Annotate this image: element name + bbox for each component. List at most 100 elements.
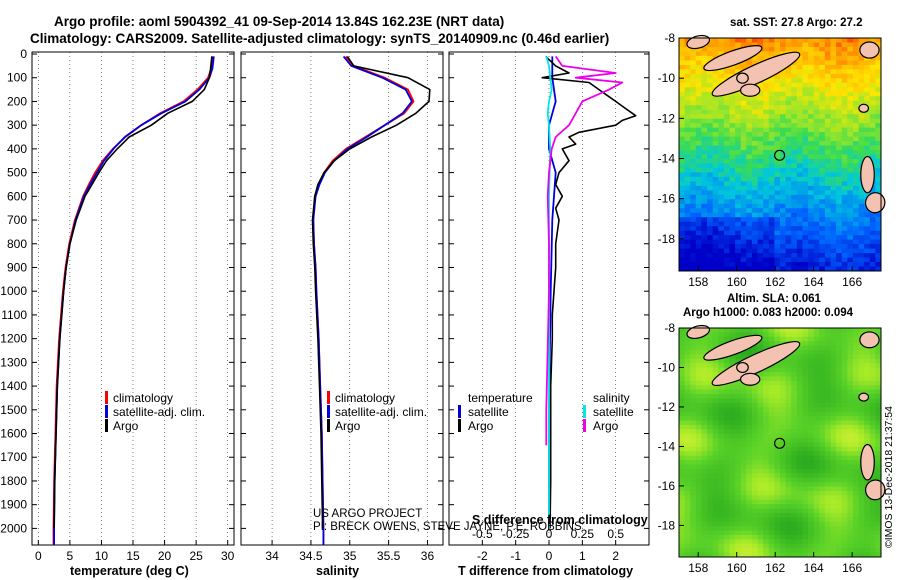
map-cell xyxy=(858,328,865,333)
map-cell xyxy=(852,69,859,75)
map-cell xyxy=(707,73,714,79)
map-cell xyxy=(679,199,686,205)
map-cell xyxy=(723,176,730,182)
map-cell xyxy=(780,376,787,382)
map-cell xyxy=(712,221,719,227)
map-cell xyxy=(774,385,781,391)
map-cell xyxy=(780,548,787,553)
map-cell xyxy=(780,136,787,142)
map-x-tick-label: 160 xyxy=(727,561,747,575)
map-cell xyxy=(791,118,798,124)
map-cell xyxy=(768,552,775,558)
map-cell xyxy=(723,548,730,553)
map-cell xyxy=(684,416,691,421)
map-cell xyxy=(751,212,758,218)
map-cell xyxy=(780,109,787,115)
map-cell xyxy=(791,145,798,151)
map-cell xyxy=(763,482,770,487)
map-cell xyxy=(690,181,697,187)
map-cell xyxy=(841,167,848,173)
map-cell xyxy=(684,181,691,187)
map-cell xyxy=(869,363,876,369)
map-cell xyxy=(751,442,758,448)
map-cell xyxy=(740,158,747,164)
map-cell xyxy=(869,230,876,236)
legend-swatch-climatology xyxy=(105,391,108,404)
map-cell xyxy=(679,336,686,342)
map-cell xyxy=(836,190,843,196)
map-cell xyxy=(875,136,882,142)
map-cell xyxy=(791,358,798,364)
map-cell xyxy=(796,473,803,479)
map-cell xyxy=(869,372,876,377)
map-cell xyxy=(723,508,730,514)
map-cell xyxy=(780,38,787,43)
map-cell xyxy=(808,429,815,435)
map-cell xyxy=(824,96,831,102)
map-cell xyxy=(858,217,865,223)
map-cell xyxy=(824,446,831,452)
map-cell xyxy=(796,526,803,531)
map-cell xyxy=(768,394,775,399)
map-cell xyxy=(684,376,691,382)
map-cell xyxy=(824,51,831,57)
legend-label-climatology: climatology xyxy=(113,391,173,405)
map-cell xyxy=(774,158,781,164)
map-cell xyxy=(751,167,758,173)
map-cell xyxy=(802,482,809,487)
map-cell xyxy=(740,105,747,111)
map-cell xyxy=(712,190,719,196)
map-cell xyxy=(841,508,848,514)
map-cell xyxy=(830,385,837,391)
map-cell xyxy=(830,530,837,536)
map-cell xyxy=(729,394,736,399)
map-cell xyxy=(796,217,803,223)
map-cell xyxy=(751,136,758,142)
map-cell xyxy=(808,194,815,200)
map-cell xyxy=(780,266,787,272)
map-cell xyxy=(774,91,781,97)
map-cell xyxy=(723,332,730,338)
map-cell xyxy=(819,363,826,369)
map-cell xyxy=(707,376,714,382)
map-cell xyxy=(735,64,742,70)
map-cell xyxy=(746,123,753,129)
map-cell xyxy=(802,468,809,474)
map-cell xyxy=(841,460,848,465)
map-cell xyxy=(746,190,753,196)
map-cell xyxy=(796,539,803,545)
map-cell xyxy=(824,235,831,241)
map-cell xyxy=(763,455,770,461)
map-cell xyxy=(791,141,798,146)
map-cell xyxy=(852,136,859,142)
island xyxy=(864,192,886,214)
map-cell xyxy=(740,446,747,452)
map-cell xyxy=(802,78,809,84)
map-cell xyxy=(869,385,876,391)
map-cell xyxy=(751,416,758,421)
map-cell xyxy=(819,411,826,417)
map-cell xyxy=(802,257,809,263)
map-cell xyxy=(729,380,736,386)
map-cell xyxy=(780,332,787,338)
map-cell xyxy=(785,132,792,137)
map-cell xyxy=(780,429,787,435)
map-cell xyxy=(847,172,854,178)
map-cell xyxy=(864,141,871,146)
map-cell xyxy=(729,257,736,263)
map-cell xyxy=(875,460,882,465)
map-cell xyxy=(824,253,831,258)
map-cell xyxy=(679,534,686,540)
map-cell xyxy=(852,385,859,391)
map-cell xyxy=(695,548,702,553)
map-cell xyxy=(858,114,865,120)
map-cell xyxy=(830,512,837,518)
map-cell xyxy=(808,38,815,43)
map-cell xyxy=(679,526,686,531)
map-cell xyxy=(824,376,831,382)
map-cell xyxy=(824,372,831,377)
map-cell xyxy=(723,185,730,191)
map-cell xyxy=(819,416,826,421)
map-cell xyxy=(718,163,725,169)
map-cell xyxy=(836,389,843,395)
